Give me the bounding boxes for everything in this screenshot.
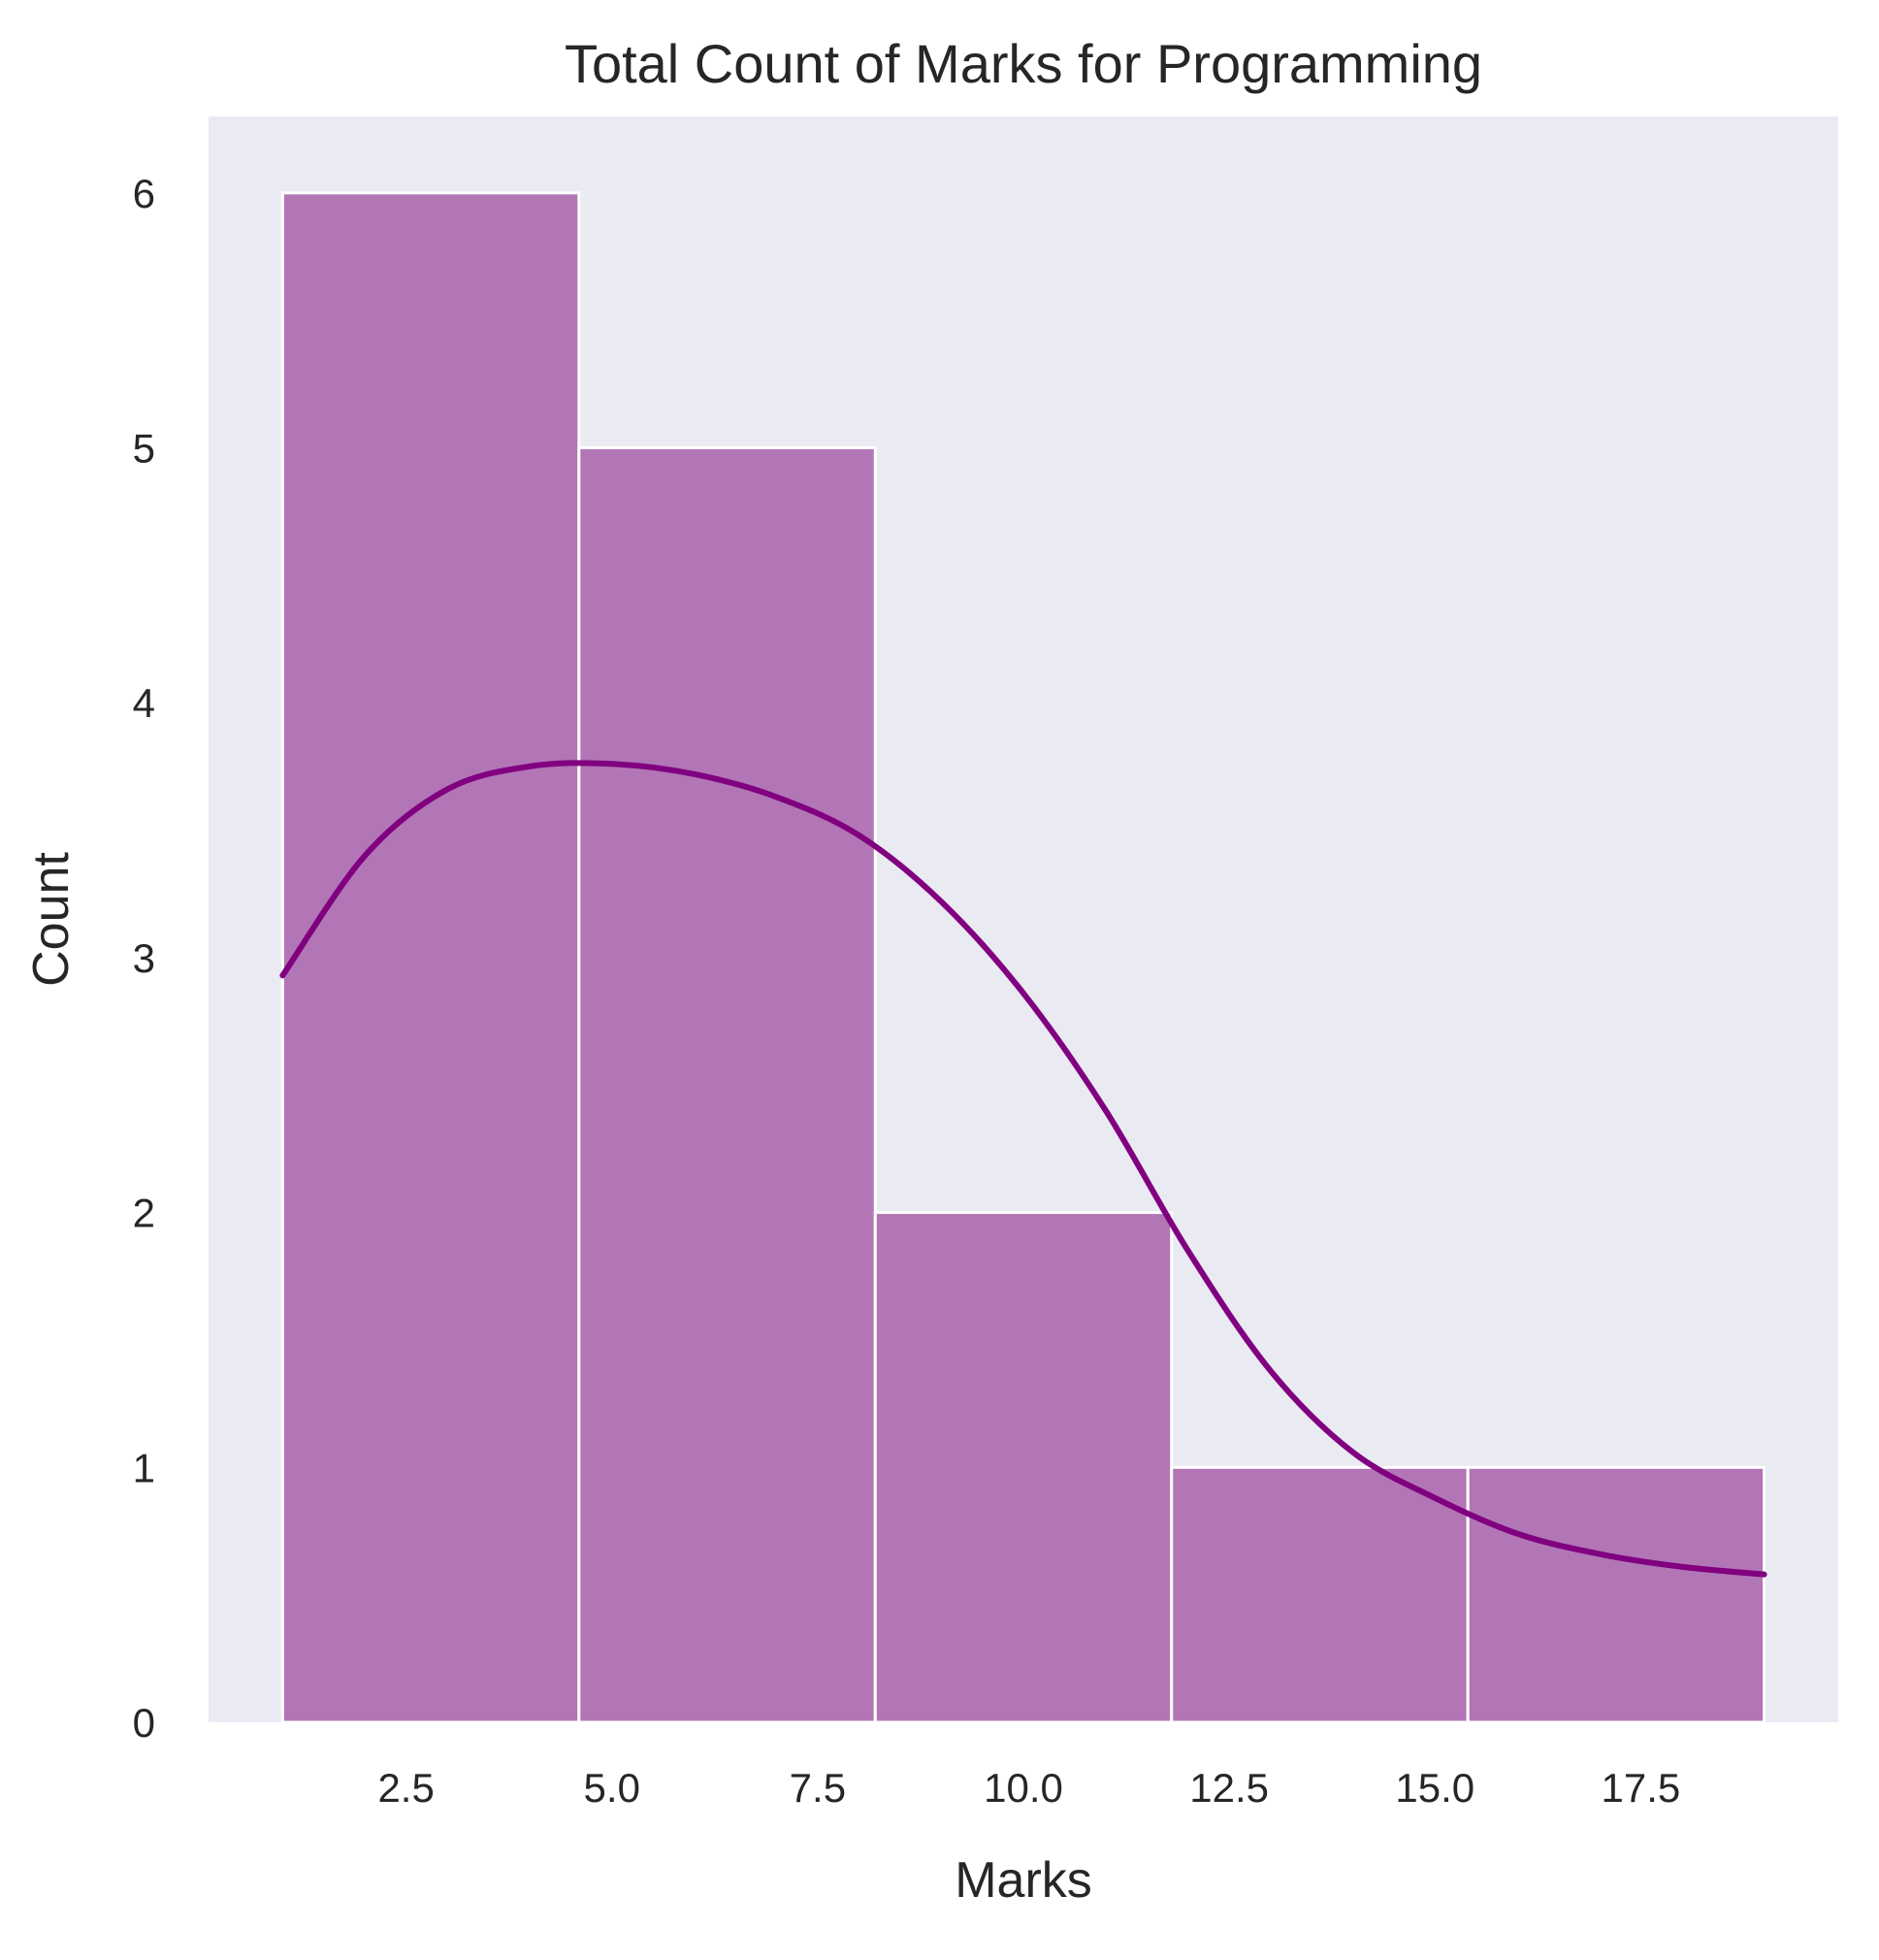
histogram-bar (280, 191, 581, 1724)
histogram-bar (577, 446, 877, 1724)
x-tick-label: 12.5 (1189, 1765, 1269, 1811)
y-tick-label: 3 (133, 935, 155, 981)
y-tick-label: 2 (133, 1191, 155, 1236)
histogram-bar (1466, 1465, 1766, 1724)
histogram-bar (873, 1211, 1174, 1724)
x-tick-label: 10.0 (984, 1765, 1063, 1811)
x-axis-label: Marks (955, 1852, 1092, 1909)
x-tick-label: 5.0 (584, 1765, 640, 1811)
histogram-bar (1170, 1465, 1470, 1724)
y-axis-ticks: 0 1 2 3 4 5 6 (133, 171, 155, 1746)
y-tick-label: 6 (133, 171, 155, 216)
kde-line (279, 760, 1767, 1578)
x-tick-label: 7.5 (790, 1765, 846, 1811)
y-tick-label: 5 (133, 426, 155, 472)
y-tick-label: 0 (133, 1700, 155, 1746)
y-axis-label: Count (23, 852, 80, 987)
x-tick-label: 2.5 (377, 1765, 434, 1811)
y-tick-label: 1 (133, 1445, 155, 1490)
y-tick-label: 4 (133, 680, 155, 726)
chart-title: Total Count of Marks for Programming (565, 33, 1482, 94)
x-tick-label: 15.0 (1395, 1765, 1474, 1811)
histogram-bars (280, 191, 1766, 1724)
x-tick-label: 17.5 (1601, 1765, 1680, 1811)
x-axis-ticks: 2.5 5.0 7.5 10.0 12.5 15.0 17.5 (377, 1765, 1680, 1811)
